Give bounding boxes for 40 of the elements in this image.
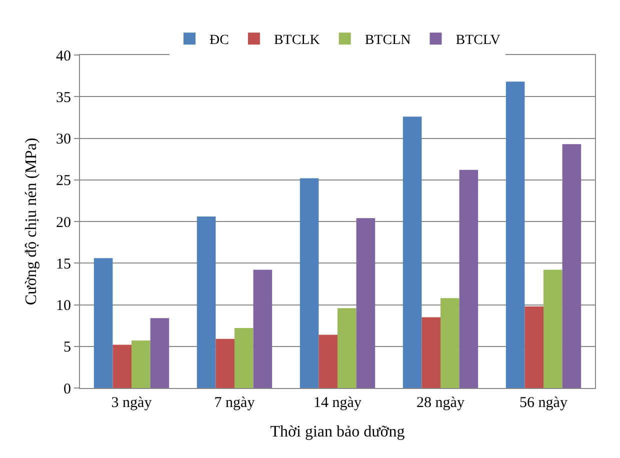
- bar: [94, 258, 113, 388]
- bar: [150, 318, 170, 388]
- y-tick-label: 0: [64, 381, 71, 398]
- y-tick-label: 30: [56, 132, 71, 148]
- bar: [459, 170, 478, 388]
- legend-label: ĐC: [210, 33, 229, 48]
- legend-label: BTCLV: [456, 33, 500, 48]
- bar: [112, 344, 132, 388]
- legend-label: BTCLN: [364, 33, 411, 48]
- y-tick-label: 25: [56, 173, 71, 190]
- x-axis-title: Thời gian bảo dưỡng: [270, 424, 405, 441]
- bar: [132, 340, 150, 388]
- y-axis-title: Cường độ chịu nén (MPa): [22, 138, 40, 306]
- bar: [440, 298, 460, 388]
- x-tick-label: 14 ngày: [314, 395, 362, 411]
- bar: [402, 116, 422, 388]
- x-tick-label: 7 ngày: [214, 395, 256, 411]
- bar: [506, 82, 525, 388]
- y-tick-label: 5: [64, 340, 71, 356]
- x-tick-label: 3 ngày: [111, 395, 152, 411]
- bar: [338, 308, 356, 388]
- bar: [318, 334, 338, 388]
- bar: [544, 270, 562, 388]
- y-tick-label: 10: [56, 298, 71, 314]
- bar: [234, 328, 254, 388]
- x-tick-label: 56 ngày: [520, 395, 568, 411]
- legend-label: BTCLK: [274, 33, 320, 48]
- y-tick-label: 40: [56, 48, 71, 64]
- bar: [524, 306, 544, 388]
- bar: [253, 270, 272, 388]
- bar: [216, 338, 234, 388]
- x-tick-label: 28 ngày: [416, 395, 465, 411]
- bar: [196, 216, 216, 388]
- y-tick-label: 15: [56, 256, 71, 272]
- bar: [300, 178, 319, 388]
- bar: [356, 218, 376, 388]
- y-tick-label: 35: [56, 90, 71, 106]
- y-tick-label: 20: [56, 214, 71, 231]
- bar: [562, 144, 582, 388]
- bar: [422, 317, 440, 388]
